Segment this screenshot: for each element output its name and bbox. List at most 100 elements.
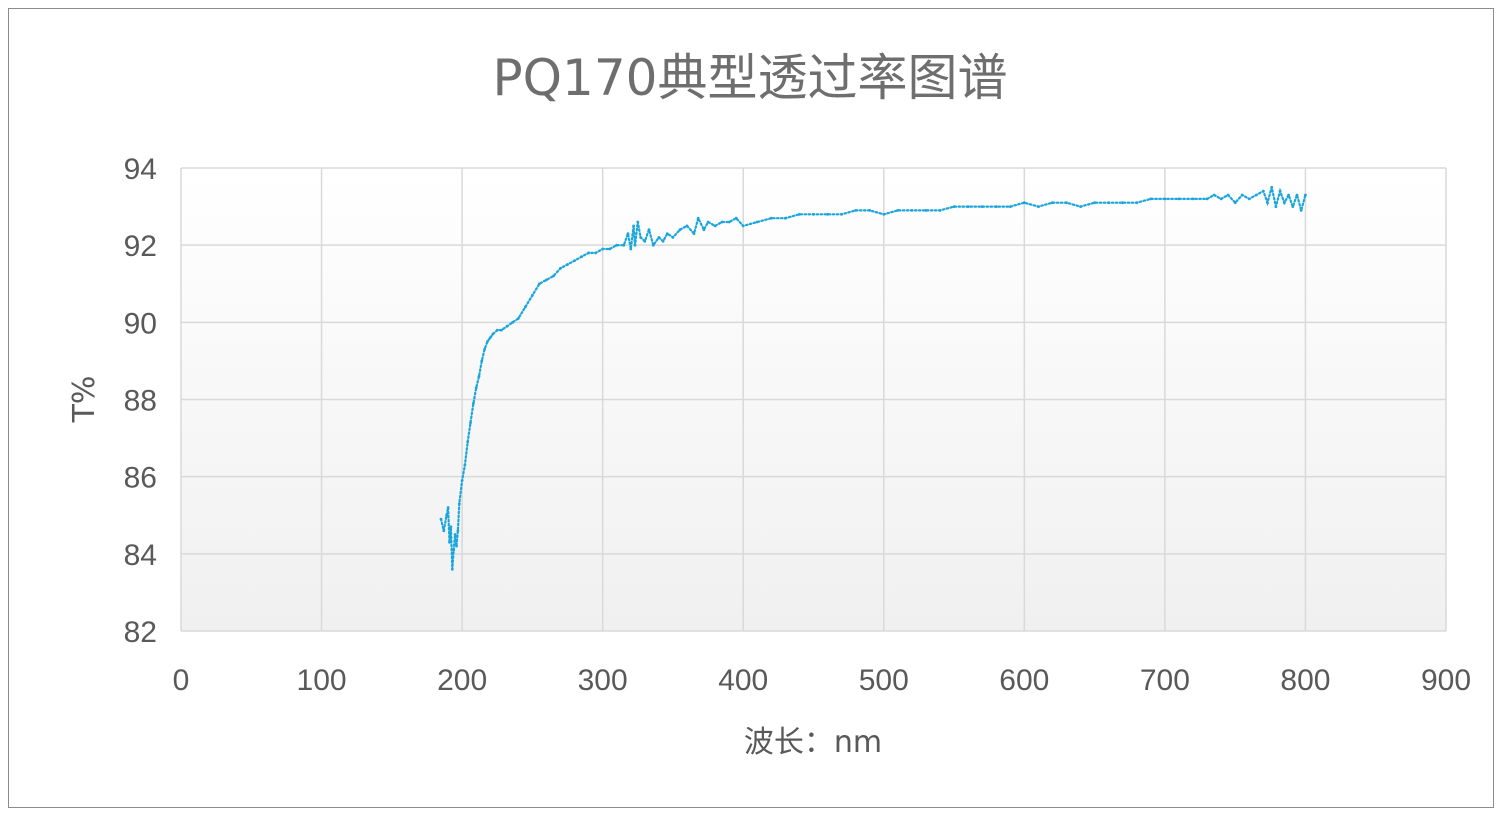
data-point xyxy=(449,525,453,529)
data-point xyxy=(741,224,745,228)
data-point xyxy=(1051,201,1054,205)
data-point xyxy=(632,224,635,228)
data-point xyxy=(798,212,801,216)
data-point xyxy=(882,212,886,216)
data-point xyxy=(1163,197,1167,201)
data-point xyxy=(702,228,706,232)
data-point xyxy=(647,228,651,232)
x-tick-label: 600 xyxy=(999,664,1049,697)
data-point xyxy=(734,216,738,220)
data-point xyxy=(665,232,669,236)
x-tick-label: 900 xyxy=(1421,664,1471,697)
data-point xyxy=(938,209,942,212)
data-point xyxy=(1177,197,1181,201)
data-point xyxy=(727,220,731,224)
data-point xyxy=(442,529,446,533)
data-point xyxy=(633,243,637,247)
data-point xyxy=(587,251,590,255)
chart-title: PQ170典型透过率图谱 xyxy=(493,49,1008,107)
data-point xyxy=(455,544,458,548)
data-point xyxy=(1093,201,1096,205)
data-point xyxy=(500,328,503,332)
data-point xyxy=(1149,197,1153,201)
data-point xyxy=(784,216,787,220)
data-point xyxy=(1107,201,1111,205)
data-point xyxy=(1266,201,1269,205)
data-point xyxy=(463,463,467,467)
data-point xyxy=(1299,209,1303,212)
data-point xyxy=(495,328,499,332)
data-point xyxy=(615,243,619,247)
data-point xyxy=(706,220,710,224)
data-point xyxy=(1022,201,1026,205)
y-axis-title: T% xyxy=(67,376,102,424)
data-point xyxy=(769,216,773,220)
gridlines xyxy=(180,167,1447,632)
data-point xyxy=(994,205,998,209)
data-point xyxy=(1191,197,1195,201)
data-point xyxy=(678,228,682,232)
y-tick-label: 88 xyxy=(124,385,157,418)
data-point xyxy=(559,266,562,270)
data-point xyxy=(685,224,689,228)
data-point xyxy=(531,293,534,297)
data-point xyxy=(966,205,970,209)
data-point xyxy=(643,239,647,243)
x-tick-label: 800 xyxy=(1280,664,1330,697)
data-point xyxy=(446,506,450,509)
data-point xyxy=(1261,189,1265,193)
data-point xyxy=(486,340,489,343)
data-point xyxy=(1287,193,1290,197)
data-point xyxy=(868,209,872,212)
data-point xyxy=(980,205,984,209)
data-point xyxy=(826,212,829,216)
data-point xyxy=(696,216,700,220)
data-point xyxy=(573,259,576,262)
data-point xyxy=(1254,193,1258,197)
data-point xyxy=(812,212,815,216)
data-point xyxy=(469,421,472,424)
data-point xyxy=(594,251,597,255)
data-point xyxy=(626,232,630,236)
data-point xyxy=(1291,205,1295,209)
data-point xyxy=(480,359,484,363)
data-point xyxy=(639,236,642,239)
data-point xyxy=(439,517,443,521)
data-point xyxy=(477,375,481,378)
data-point xyxy=(450,567,454,571)
data-point xyxy=(1240,193,1244,197)
data-point xyxy=(566,263,569,266)
data-point xyxy=(1278,189,1282,193)
data-point xyxy=(692,232,696,236)
y-tick-label: 90 xyxy=(124,307,157,340)
data-point xyxy=(1205,197,1209,201)
data-point xyxy=(445,513,448,517)
x-tick-label: 700 xyxy=(1140,664,1190,697)
x-axis-title: 波长：nm xyxy=(744,725,882,760)
data-point xyxy=(713,224,717,228)
y-tick-label: 86 xyxy=(124,462,157,495)
x-tick-label: 300 xyxy=(578,664,628,697)
data-point xyxy=(651,243,655,247)
data-point xyxy=(1295,193,1299,197)
data-point xyxy=(1079,205,1082,209)
data-point xyxy=(1247,197,1251,201)
data-point xyxy=(661,239,665,243)
data-point xyxy=(524,305,527,309)
data-point xyxy=(622,243,626,247)
data-point xyxy=(1226,193,1230,197)
data-point xyxy=(910,209,914,212)
x-tick-labels: 0 100 200 300 400 500 600 700 800 900 xyxy=(173,664,1471,697)
y-tick-label: 82 xyxy=(124,616,157,649)
data-point xyxy=(448,540,451,544)
data-point xyxy=(545,278,548,282)
data-point xyxy=(671,236,675,239)
x-tick-label: 200 xyxy=(437,664,487,697)
data-point xyxy=(608,247,612,251)
data-point xyxy=(657,236,661,239)
data-point xyxy=(552,274,555,278)
data-point xyxy=(1212,193,1216,197)
data-point xyxy=(840,212,843,216)
data-point xyxy=(474,386,478,390)
data-point xyxy=(538,282,541,286)
